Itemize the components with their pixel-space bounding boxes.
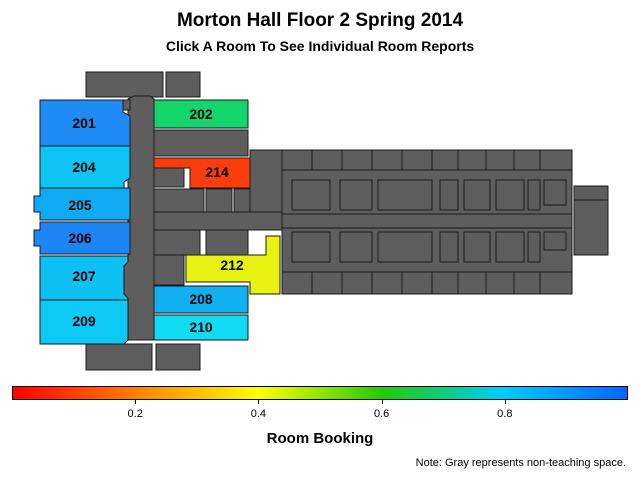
room-206-shape[interactable] [33, 221, 131, 255]
non-teaching-space [153, 167, 185, 188]
page-title: Morton Hall Floor 2 Spring 2014 [176, 10, 464, 31]
room-205-shape[interactable] [33, 187, 131, 221]
colorbar-tick-label: 0.2 [127, 408, 143, 420]
room-booking-colorbar [12, 386, 628, 400]
room-210-shape[interactable] [153, 314, 249, 341]
room-212-shape[interactable] [185, 235, 281, 295]
room-208[interactable]: 208 [153, 285, 249, 314]
room-208-shape[interactable] [153, 285, 249, 314]
room-214-shape[interactable] [153, 157, 251, 189]
room-202[interactable]: 202 [153, 99, 249, 129]
colorbar-tick [504, 400, 506, 404]
east-wing [281, 149, 573, 295]
east-wing-rooms [282, 150, 608, 294]
page-subtitle: Click A Room To See Individual Room Repo… [165, 38, 475, 54]
colorbar-label: Room Booking [266, 430, 374, 447]
colorbar-tick-label: 0.4 [250, 408, 267, 420]
colorbar-tick-label: 0.8 [497, 408, 513, 420]
non-teaching-space [153, 254, 185, 286]
room-210[interactable]: 210 [153, 314, 249, 341]
non-teaching-space [153, 229, 201, 256]
non-teaching-space [153, 188, 205, 213]
room-209-shape[interactable] [39, 299, 129, 345]
room-205[interactable]: 205 [33, 187, 131, 221]
room-206[interactable]: 206 [33, 221, 131, 255]
non-teaching-space [205, 188, 233, 213]
room-204[interactable]: 204 [39, 145, 131, 189]
non-teaching-space [122, 99, 131, 111]
room-207[interactable]: 207 [39, 255, 129, 301]
corridor [153, 211, 291, 231]
room-201-shape[interactable] [39, 99, 131, 147]
colorbar-tick [258, 400, 260, 404]
non-teaching-space [205, 229, 249, 256]
non-teaching-space [573, 185, 609, 256]
colorbar-tick [381, 400, 383, 404]
non-teaching-space [85, 71, 164, 98]
non-teaching-space [233, 188, 251, 213]
non-teaching-space [85, 343, 153, 371]
gray-space-note: Note: Gray represents non-teaching space… [415, 457, 626, 469]
room-201[interactable]: 201 [39, 99, 131, 147]
room-209[interactable]: 209 [39, 299, 129, 345]
non-teaching-space [165, 71, 201, 98]
colorbar-tick-label: 0.6 [373, 408, 390, 420]
room-202-shape[interactable] [153, 99, 249, 129]
room-204-shape[interactable] [39, 145, 131, 189]
non-teaching-spaces [85, 71, 609, 371]
non-teaching-space [155, 343, 201, 371]
colorbar-tick [135, 400, 137, 404]
non-teaching-space [153, 129, 249, 157]
non-teaching-space [249, 149, 283, 213]
room-207-shape[interactable] [39, 255, 129, 301]
